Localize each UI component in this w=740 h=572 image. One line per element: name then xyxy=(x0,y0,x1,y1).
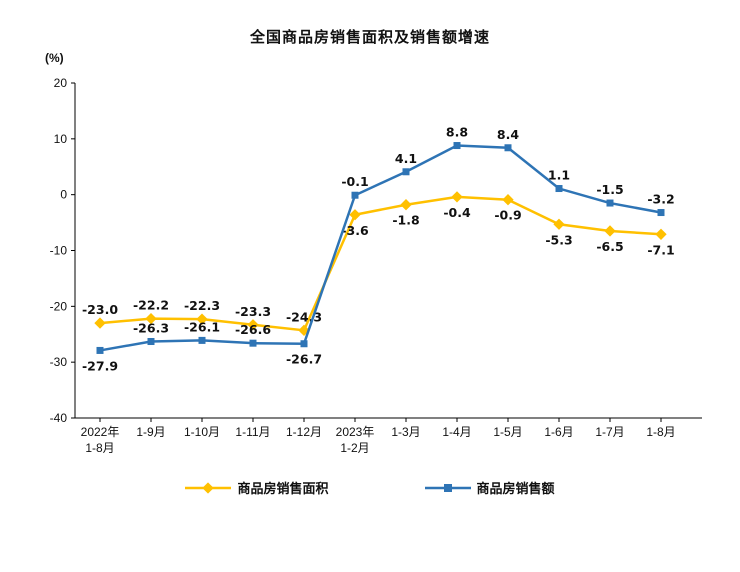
marker-diamond xyxy=(196,313,208,325)
y-axis-unit-label: (%) xyxy=(45,51,64,65)
data-label: -3.6 xyxy=(341,223,369,238)
marker-diamond xyxy=(451,191,463,203)
data-label: -22.2 xyxy=(133,298,169,313)
legend-item-sales-amount: 商品房销售额 xyxy=(424,478,555,497)
x-tick-label: 1-4月 xyxy=(442,425,471,439)
marker-square xyxy=(504,144,512,152)
marker-diamond xyxy=(604,225,616,237)
data-label: 8.4 xyxy=(497,127,519,142)
data-label: -0.4 xyxy=(443,205,471,220)
marker-square xyxy=(453,142,461,150)
y-tick-label: 0 xyxy=(60,188,67,202)
x-tick-label: 1-12月 xyxy=(286,425,322,439)
y-tick-label: 20 xyxy=(54,76,68,90)
marker-diamond xyxy=(655,228,667,240)
marker-square xyxy=(351,191,359,199)
marker-square xyxy=(249,339,257,347)
marker-square xyxy=(657,209,665,217)
marker-diamond xyxy=(400,199,412,211)
data-label: -26.7 xyxy=(286,352,322,367)
chart-svg: 20 10 0 -10 -20 -30 -40 (%) 2022年 1-8月 1-9月 1-10月 1-… xyxy=(45,51,702,455)
data-label: 1.1 xyxy=(548,168,570,183)
marker-square xyxy=(147,338,155,346)
data-label: 4.1 xyxy=(395,151,417,166)
data-label: -23.0 xyxy=(82,302,118,317)
legend-label-sales-amount: 商品房销售额 xyxy=(476,481,555,496)
y-tick-label: 10 xyxy=(54,132,68,146)
x-tick-label: 2022年 xyxy=(81,425,120,439)
data-label: -1.8 xyxy=(392,213,419,228)
chart-container: 全国商品房销售面积及销售额增速 20 10 0 -10 -20 -30 -40 (%) 2022… xyxy=(0,26,740,572)
marker-diamond xyxy=(553,218,565,230)
data-label: -26.3 xyxy=(133,321,169,336)
y-tick-label: -30 xyxy=(50,355,68,369)
marker-square xyxy=(300,340,308,348)
data-label: -23.3 xyxy=(235,304,271,319)
marker-square xyxy=(96,346,104,354)
marker-diamond xyxy=(502,194,514,206)
marker-square xyxy=(606,199,614,207)
data-label: -26.6 xyxy=(235,322,271,337)
marker-diamond xyxy=(94,317,106,329)
y-tick-label: -40 xyxy=(50,411,68,425)
data-label: -24.3 xyxy=(286,309,322,324)
legend-label-sales-area: 商品房销售面积 xyxy=(237,481,329,496)
chart-title: 全国商品房销售面积及销售额增速 xyxy=(249,29,490,46)
x-tick-label: 1-11月 xyxy=(235,425,270,439)
marker-diamond xyxy=(145,312,157,325)
data-label: -7.1 xyxy=(647,242,674,257)
marker-square xyxy=(555,185,563,193)
data-label: -1.5 xyxy=(596,182,623,197)
x-tick-label: 1-3月 xyxy=(391,425,420,439)
chart-legend: 商品房销售面积 商品房销售额 xyxy=(0,478,740,497)
data-label: -5.3 xyxy=(545,232,572,247)
marker-diamond xyxy=(349,209,361,221)
data-label: -22.3 xyxy=(184,298,220,313)
x-tick-label: 1-8月 xyxy=(646,425,675,439)
x-tick-label: 1-2月 xyxy=(340,441,369,455)
x-tick-label: 1-8月 xyxy=(85,441,114,455)
x-tick-label: 1-9月 xyxy=(136,425,165,439)
y-tick-label: -10 xyxy=(50,244,68,258)
marker-square xyxy=(402,168,410,176)
data-label: -26.1 xyxy=(184,319,220,334)
data-label: -3.2 xyxy=(647,192,674,207)
legend-item-sales-area: 商品房销售面积 xyxy=(185,478,329,497)
x-tick-label: 1-7月 xyxy=(595,425,624,439)
x-tick-label: 1-10月 xyxy=(184,425,220,439)
x-tick-label: 1-5月 xyxy=(493,425,522,439)
data-label: -0.1 xyxy=(341,174,368,189)
series-line-0 xyxy=(99,195,662,332)
data-label: -0.9 xyxy=(494,208,521,223)
y-tick-label: -20 xyxy=(50,299,68,313)
marker-square xyxy=(198,336,206,344)
data-label: 8.8 xyxy=(446,125,468,140)
series-line-1 xyxy=(99,144,662,352)
data-label: -27.9 xyxy=(82,358,118,373)
sales-area-legend-swatch-icon xyxy=(185,481,232,494)
data-label: -6.5 xyxy=(596,239,623,254)
marker-diamond xyxy=(247,319,259,331)
x-tick-label: 2023年 xyxy=(336,425,375,439)
sales-amount-legend-swatch-icon xyxy=(424,483,471,492)
x-tick-label: 1-6月 xyxy=(544,425,573,439)
